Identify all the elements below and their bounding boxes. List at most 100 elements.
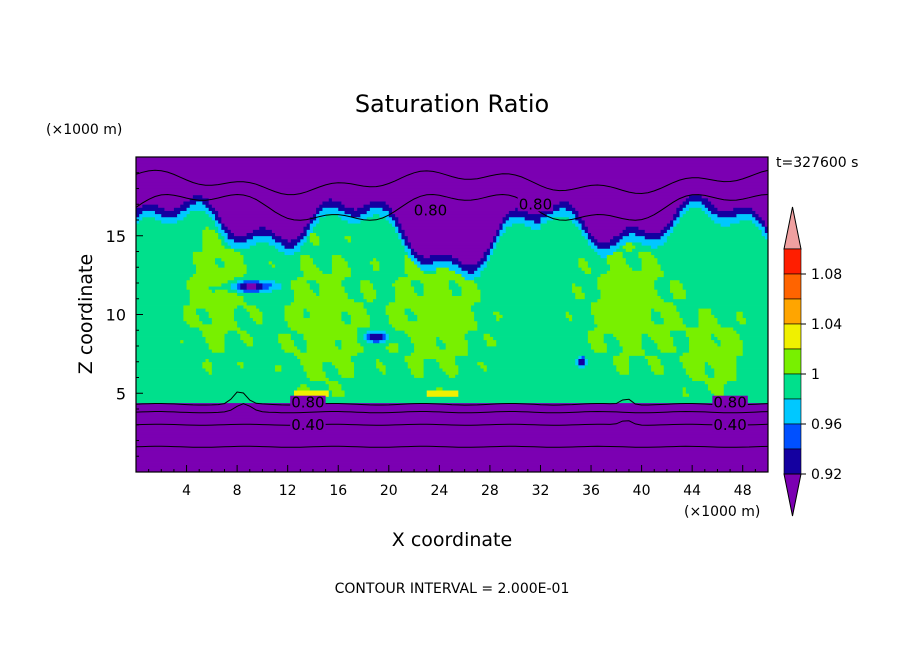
field-cell <box>243 273 304 278</box>
field-cell <box>259 279 276 284</box>
x-tick-label: 20 <box>380 483 398 499</box>
field-cell <box>136 283 187 287</box>
field-cell <box>660 314 680 319</box>
field-cell <box>388 220 396 224</box>
field-cell <box>572 289 582 293</box>
field-cell <box>319 210 345 215</box>
field-cell <box>758 220 766 224</box>
field-cell <box>480 273 601 278</box>
field-cell <box>136 396 768 400</box>
field-cell <box>436 267 450 271</box>
field-cell <box>136 220 140 224</box>
field-cell <box>458 390 684 394</box>
field-cell <box>136 213 140 218</box>
field-cell <box>584 235 589 240</box>
field-cell <box>385 371 412 375</box>
field-cell <box>262 286 270 290</box>
field-cell <box>350 355 405 359</box>
field-cell <box>136 157 768 161</box>
field-cell <box>670 226 674 230</box>
field-cell <box>670 333 687 337</box>
field-cell <box>221 232 229 237</box>
field-cell <box>303 273 352 278</box>
field-cell <box>628 368 652 372</box>
field-cell <box>505 213 548 218</box>
field-cell <box>303 311 311 315</box>
field-cell <box>136 257 194 262</box>
saturation-field <box>136 157 768 472</box>
field-cell <box>591 270 608 274</box>
field-cell <box>306 346 339 350</box>
field-cell <box>663 371 687 375</box>
field-cell <box>385 311 405 315</box>
colorbar-swatch <box>783 423 802 450</box>
field-cell <box>458 264 481 268</box>
field-cell <box>136 453 768 457</box>
field-cell <box>202 320 213 325</box>
x-unit-label: (×1000 m) <box>684 504 760 520</box>
field-cell <box>701 201 712 205</box>
field-cell <box>211 210 219 215</box>
field-cell <box>436 339 443 344</box>
field-cell <box>676 346 690 350</box>
field-cell <box>354 368 380 372</box>
field-cell <box>366 333 371 337</box>
field-cell <box>262 317 285 322</box>
field-cell <box>233 311 251 315</box>
field-cell <box>436 270 456 274</box>
field-cell <box>600 292 658 296</box>
field-cell <box>676 216 680 221</box>
field-cell <box>581 286 598 290</box>
field-cell <box>306 279 317 284</box>
field-cell <box>707 374 715 378</box>
field-cell <box>136 172 768 177</box>
field-cell <box>486 248 491 252</box>
field-cell <box>423 371 447 375</box>
field-cell <box>224 238 235 243</box>
field-cell <box>192 194 203 199</box>
field-cell <box>742 349 768 353</box>
field-cell <box>369 207 383 211</box>
field-cell <box>218 264 225 268</box>
field-cell <box>423 286 450 290</box>
field-cell <box>316 223 393 227</box>
field-cell <box>682 393 690 397</box>
field-cell <box>467 349 595 353</box>
field-cell <box>136 251 194 256</box>
field-cell <box>404 229 497 233</box>
field-cell <box>211 349 225 353</box>
field-cell <box>275 368 282 372</box>
field-cell <box>154 210 181 215</box>
field-cell <box>344 393 428 397</box>
field-cell <box>350 273 409 278</box>
field-cell <box>477 361 484 366</box>
field-cell <box>584 257 608 262</box>
field-cell <box>651 368 665 372</box>
field-cell <box>736 311 744 315</box>
field-cell <box>420 267 437 271</box>
field-cell <box>720 323 768 328</box>
field-cell <box>221 238 225 243</box>
field-cell <box>300 257 314 262</box>
field-cell <box>338 380 706 385</box>
field-cell <box>391 223 396 227</box>
field-cell <box>211 371 308 375</box>
field-cell <box>262 314 285 319</box>
chart-title: Saturation Ratio <box>355 90 549 118</box>
field-cell <box>635 232 665 237</box>
field-cell <box>142 216 156 221</box>
field-cell <box>177 220 216 224</box>
field-cell <box>587 361 614 366</box>
field-cell <box>369 201 387 205</box>
field-cell <box>739 336 768 341</box>
field-cell <box>373 298 396 303</box>
field-cell <box>499 238 589 243</box>
field-cell <box>246 308 260 312</box>
field-cell <box>136 352 295 356</box>
field-cell <box>196 270 247 274</box>
field-cell <box>246 267 301 271</box>
field-cell <box>300 264 317 268</box>
field-cell <box>158 204 181 208</box>
field-cell <box>243 289 260 293</box>
field-cell <box>246 232 276 237</box>
